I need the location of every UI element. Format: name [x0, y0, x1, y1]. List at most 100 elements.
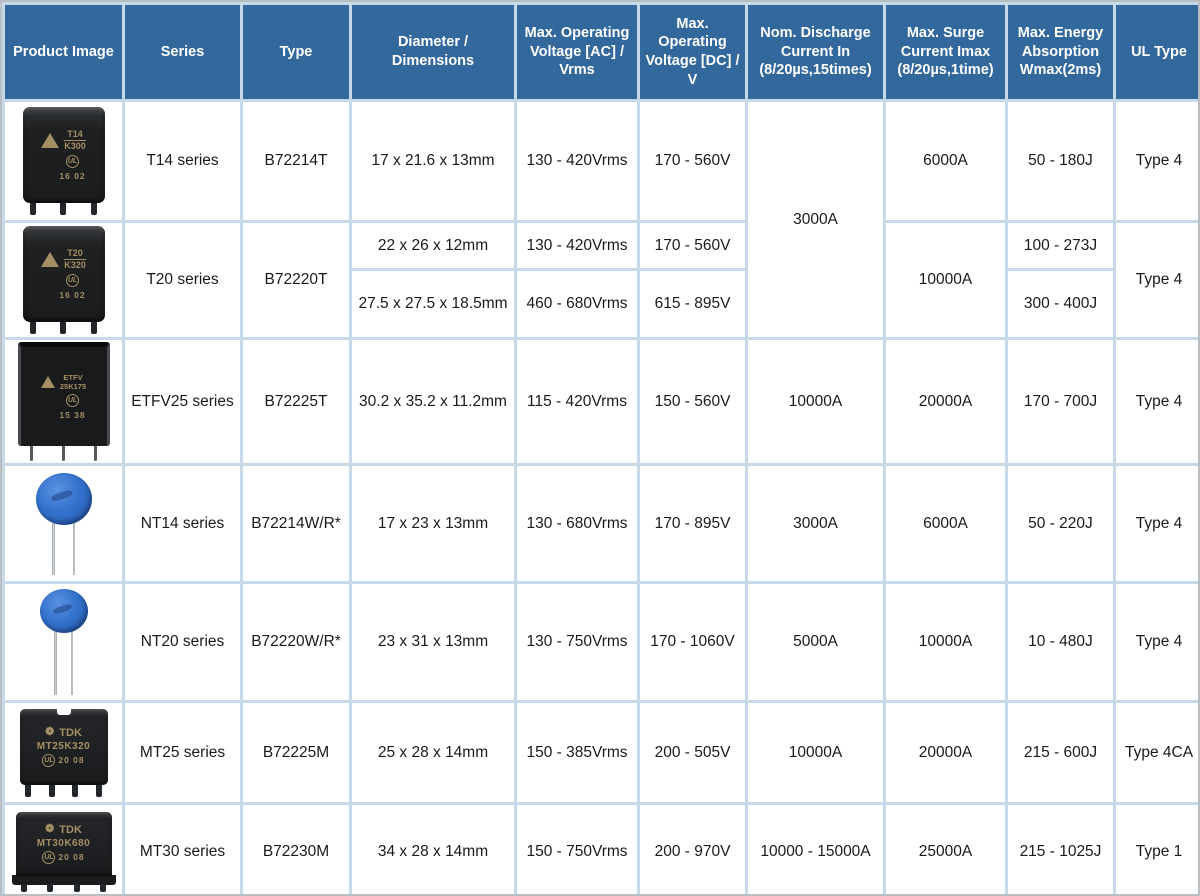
cell-t20-sub1-dim: 22 x 26 x 12mm: [349, 220, 517, 271]
cell-nt14-type: B72214W/R*: [240, 463, 352, 584]
cell-etfv25-vdc: 150 - 560V: [637, 337, 748, 466]
cell-etfv25-dim: 30.2 x 35.2 x 11.2mm: [349, 337, 517, 466]
component-date-label: 16 02: [59, 290, 86, 301]
cell-mt30-series: MT30 series: [122, 802, 243, 894]
cell-mt30-vdc: 200 - 970V: [637, 802, 748, 894]
component-part-label: T20: [64, 248, 86, 260]
cell-mt25-series: MT25 series: [122, 700, 243, 805]
cell-nt20-dim: 23 x 31 x 13mm: [349, 581, 517, 703]
component-date-label: 16 02: [59, 171, 86, 182]
header-voltage-dc: Max. Operating Voltage [DC] / V: [637, 2, 748, 102]
cell-mt30-type: B72230M: [240, 802, 352, 894]
varistor-photo-t20: T20 K320 UL 16 02: [9, 226, 118, 334]
cell-t20-sub1-vac: 130 - 420Vrms: [514, 220, 640, 271]
component-part-label: MT25K320: [36, 740, 91, 752]
disc-varistor-body: [39, 589, 88, 633]
cell-t14-vac: 130 - 420Vrms: [514, 99, 640, 223]
cell-mt30-energy: 215 - 1025J: [1005, 802, 1116, 894]
component-date-label: 20 08: [58, 755, 85, 765]
brand-label: TDK: [59, 823, 82, 836]
varistor-photo-t14: T14 K300 UL 16 02: [9, 107, 118, 215]
cell-nt14-dim: 17 x 23 x 13mm: [349, 463, 517, 584]
cell-t20-series: T20 series: [122, 220, 243, 340]
cell-nt20-ul: Type 4: [1113, 581, 1198, 703]
component-part-label: ETFV: [63, 372, 83, 382]
cell-t14-dim: 17 x 21.6 x 13mm: [349, 99, 517, 223]
product-image-etfv25: ETFV 25K175 UL 15 38: [2, 337, 125, 466]
disc-varistor-body: [35, 472, 92, 525]
cell-t14-ul: Type 4: [1113, 99, 1198, 223]
cell-etfv25-energy: 170 - 700J: [1005, 337, 1116, 466]
component-leads: [52, 522, 75, 575]
cell-nt20-vdc: 170 - 1060V: [637, 581, 748, 703]
component-date-label: 15 38: [59, 410, 86, 421]
component-code-label: 25K175: [59, 382, 87, 391]
cell-t14-energy: 50 - 180J: [1005, 99, 1116, 223]
cell-t14-vdc: 170 - 560V: [637, 99, 748, 223]
ul-mark-icon: UL: [66, 155, 79, 169]
cell-t20-sub2-vac: 460 - 680Vrms: [514, 268, 640, 340]
product-image-nt20: [2, 581, 125, 703]
cell-nt20-series: NT20 series: [122, 581, 243, 703]
component-code-label: K300: [64, 141, 86, 151]
cell-mt25-type: B72225M: [240, 700, 352, 805]
cell-mt30-dim: 34 x 28 x 14mm: [349, 802, 517, 894]
cell-mt25-surge: 20000A: [883, 700, 1008, 805]
epcos-triangle-logo-icon: [41, 252, 60, 267]
product-image-nt14: [2, 463, 125, 584]
cell-t20-ul: Type 4: [1113, 220, 1198, 340]
cell-t20-type: B72220T: [240, 220, 352, 340]
header-discharge-current: Nom. Discharge Current In (8/20µs,15time…: [745, 2, 886, 102]
cell-t14-series: T14 series: [122, 99, 243, 223]
cell-etfv25-discharge: 10000A: [745, 337, 886, 466]
row-nt20: NT20 series B72220W/R* 23 x 31 x 13mm 13…: [2, 581, 1198, 703]
cell-etfv25-vac: 115 - 420Vrms: [514, 337, 640, 466]
header-type: Type: [240, 2, 352, 102]
cell-etfv25-ul: Type 4: [1113, 337, 1198, 466]
brand-label: TDK: [59, 726, 82, 739]
component-code-label: K320: [64, 260, 86, 270]
ul-mark-icon: UL: [66, 274, 79, 288]
cell-nt14-series: NT14 series: [122, 463, 243, 584]
cell-t14-type: B72214T: [240, 99, 352, 223]
cell-nt20-type: B72220W/R*: [240, 581, 352, 703]
cell-mt25-ul: Type 4CA: [1113, 700, 1198, 805]
header-voltage-ac: Max. Operating Voltage [AC] / Vrms: [514, 2, 640, 102]
cell-mt30-discharge: 10000 - 15000A: [745, 802, 886, 894]
cell-mt25-energy: 215 - 600J: [1005, 700, 1116, 805]
product-image-mt25: ❁ TDK MT25K320 UL 20 08: [2, 700, 125, 805]
row-t14: T14 K300 UL 16 02 T14 series B72214T 17 …: [2, 99, 1198, 340]
cell-nt14-energy: 50 - 220J: [1005, 463, 1116, 584]
epcos-triangle-logo-icon: [40, 376, 55, 388]
cell-t20-surge: 10000A: [883, 220, 1008, 340]
cell-etfv25-surge: 20000A: [883, 337, 1008, 466]
header-ul-type: UL Type: [1113, 2, 1198, 102]
product-image-t20: T20 K320 UL 16 02: [2, 220, 125, 340]
component-pins: [20, 883, 106, 892]
header-row: Product Image Series Type Diameter / Dim…: [2, 2, 1198, 102]
header-energy-absorption: Max. Energy Absorption Wmax(2ms): [1005, 2, 1116, 102]
cell-t14-t20-discharge: 3000A: [745, 99, 886, 340]
cell-mt30-ul: Type 1: [1113, 802, 1198, 894]
component-pins: [29, 202, 98, 215]
varistor-photo-mt25: ❁ TDK MT25K320 UL 20 08: [9, 706, 118, 797]
cell-t20-sub2-energy: 300 - 400J: [1005, 268, 1116, 340]
header-series: Series: [122, 2, 243, 102]
cell-mt30-surge: 25000A: [883, 802, 1008, 894]
cell-t20-sub1-vdc: 170 - 560V: [637, 220, 748, 271]
row-t20-sub1: T20 K320 UL 16 02 T20 series B72220T 22 …: [2, 220, 1198, 340]
cell-t14-surge: 6000A: [883, 99, 1008, 223]
cell-etfv25-type: B72225T: [240, 337, 352, 466]
tdk-flower-logo-icon: ❁: [45, 726, 55, 738]
cell-mt25-vac: 150 - 385Vrms: [514, 700, 640, 805]
cell-t20-sub2-dim: 27.5 x 27.5 x 18.5mm: [349, 268, 517, 340]
row-etfv25: ETFV 25K175 UL 15 38 ETFV25 series B7222…: [2, 337, 1198, 466]
product-image-t14: T14 K300 UL 16 02: [2, 99, 125, 223]
varistor-photo-nt20: [9, 589, 118, 695]
header-product-image: Product Image: [2, 2, 125, 102]
component-part-label: MT30K680: [36, 837, 91, 849]
cell-nt14-discharge: 3000A: [745, 463, 886, 584]
component-date-label: 20 08: [58, 852, 85, 862]
